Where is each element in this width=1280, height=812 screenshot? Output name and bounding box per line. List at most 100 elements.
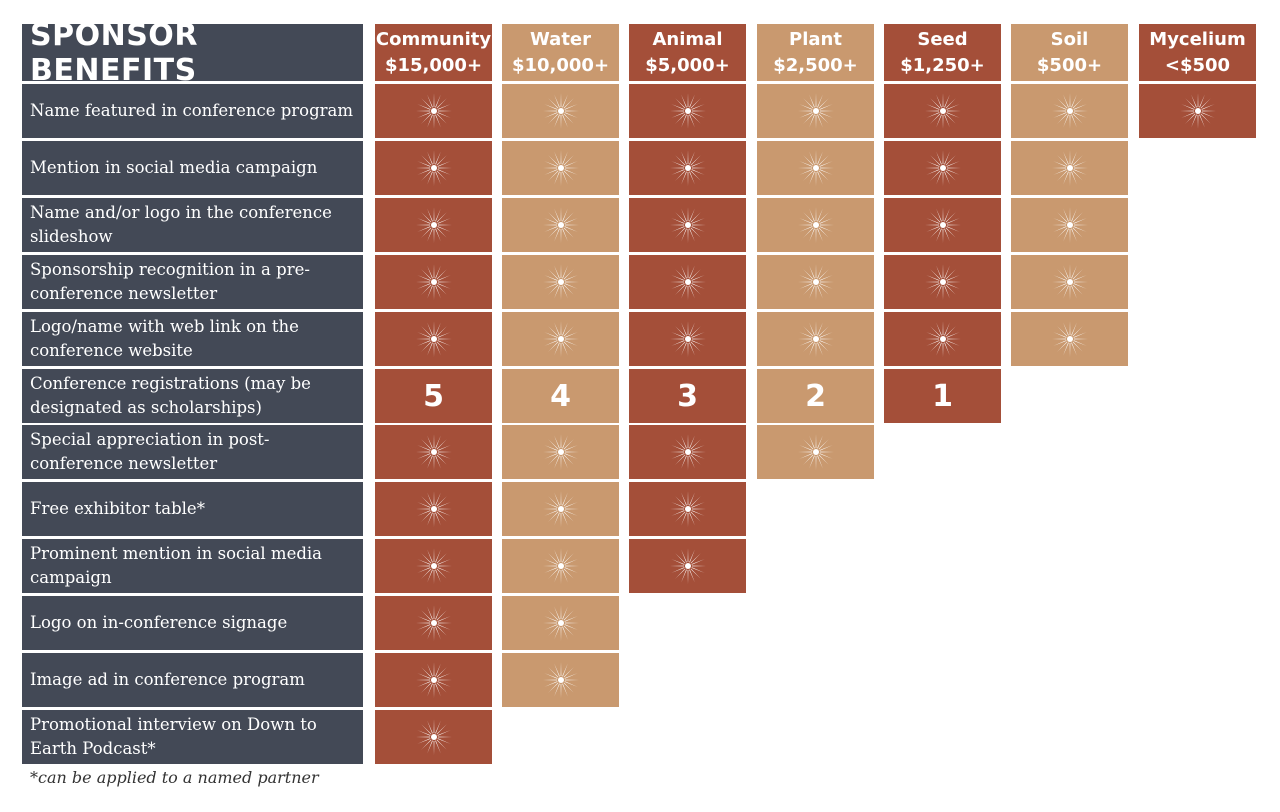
sunburst-icon [541,205,581,245]
benefit-cell-seed [884,312,1001,366]
tier-header-animal: Animal $5,000+ [629,24,746,81]
benefit-cell-animal [629,312,746,366]
benefit-cell-community [375,425,492,479]
benefit-cell-animal [629,141,746,195]
tier-name: Seed [917,28,968,50]
sunburst-icon [414,148,454,188]
benefit-cell-community [375,255,492,309]
benefit-cell-seed: 1 [884,369,1001,423]
sunburst-icon [1050,262,1090,302]
sunburst-icon [923,148,963,188]
benefit-label: Free exhibitor table* [22,482,363,536]
sunburst-icon [668,91,708,131]
benefit-cell-community [375,312,492,366]
sunburst-icon [1178,91,1218,131]
sunburst-icon [923,319,963,359]
benefit-cell-animal [629,84,746,138]
benefit-label: Logo/name with web link on the conferenc… [22,312,363,366]
benefit-cell-plant: 2 [757,369,874,423]
sunburst-icon [1050,205,1090,245]
benefit-cell-community [375,596,492,650]
sunburst-icon [1050,148,1090,188]
benefit-cell-animal [629,539,746,593]
tier-name: Mycelium [1149,28,1246,50]
tier-amount: $10,000+ [511,54,610,76]
sunburst-icon [541,603,581,643]
tier-header-soil: Soil $500+ [1011,24,1128,81]
benefit-cell-animal [629,482,746,536]
benefit-cell-soil [1011,312,1128,366]
benefit-cell-water [502,653,619,707]
benefit-cell-mycelium [1139,84,1256,138]
tier-header-seed: Seed $1,250+ [884,24,1001,81]
benefit-label: Name featured in conference program [22,84,363,138]
benefit-cell-water [502,255,619,309]
tier-amount: $15,000+ [384,54,483,76]
benefit-label: Sponsorship recognition in a pre-confere… [22,255,363,309]
benefit-cell-community [375,198,492,252]
benefit-cell-seed [884,255,1001,309]
benefit-label: Prominent mention in social media campai… [22,539,363,593]
benefit-cell-community [375,539,492,593]
benefit-cell-seed [884,198,1001,252]
benefit-label: Name and/or logo in the conference slide… [22,198,363,252]
benefit-cell-plant [757,141,874,195]
sunburst-icon [414,91,454,131]
tier-amount: $2,500+ [773,54,858,76]
benefit-label: Special appreciation in post-conference … [22,425,363,479]
benefit-cell-water [502,312,619,366]
benefit-cell-animal: 3 [629,369,746,423]
sunburst-icon [541,489,581,529]
sunburst-icon [668,546,708,586]
sunburst-icon [541,148,581,188]
sunburst-icon [414,319,454,359]
sunburst-icon [668,148,708,188]
benefit-cell-animal [629,425,746,479]
benefit-label: Mention in social media campaign [22,141,363,195]
sunburst-icon [541,91,581,131]
benefit-cell-community [375,710,492,764]
benefit-cell-seed [884,84,1001,138]
benefit-cell-water [502,596,619,650]
tier-name: Plant [789,28,842,50]
sunburst-icon [414,262,454,302]
registration-count: 4 [550,378,571,414]
benefit-cell-soil [1011,198,1128,252]
benefit-cell-plant [757,198,874,252]
benefit-cell-water [502,198,619,252]
benefit-label: Conference registrations (may be designa… [22,369,363,423]
benefit-cell-water [502,482,619,536]
benefit-cell-water [502,141,619,195]
benefit-cell-water [502,539,619,593]
sunburst-icon [414,205,454,245]
benefit-label: Promotional interview on Down to Earth P… [22,710,363,764]
benefit-cell-plant [757,425,874,479]
tier-header-water: Water $10,000+ [502,24,619,81]
tier-name: Animal [652,28,723,50]
sunburst-icon [668,489,708,529]
registration-count: 5 [423,378,444,414]
sunburst-icon [796,432,836,472]
sunburst-icon [796,91,836,131]
sunburst-icon [923,205,963,245]
benefit-cell-community [375,84,492,138]
benefit-cell-water: 4 [502,369,619,423]
sunburst-icon [541,432,581,472]
benefit-label: Logo on in-conference signage [22,596,363,650]
tier-amount: $500+ [1036,54,1103,76]
sunburst-icon [414,546,454,586]
sunburst-icon [541,319,581,359]
benefit-label: Image ad in conference program [22,653,363,707]
sunburst-icon [541,660,581,700]
sunburst-icon [1050,319,1090,359]
registration-count: 2 [805,378,826,414]
sunburst-icon [414,717,454,757]
benefit-cell-community [375,653,492,707]
sunburst-icon [541,262,581,302]
tier-header-mycelium: Mycelium <$500 [1139,24,1256,81]
registration-count: 3 [677,378,698,414]
table-title: SPONSOR BENEFITS [22,18,363,88]
tier-name: Soil [1050,28,1089,50]
sunburst-icon [414,603,454,643]
